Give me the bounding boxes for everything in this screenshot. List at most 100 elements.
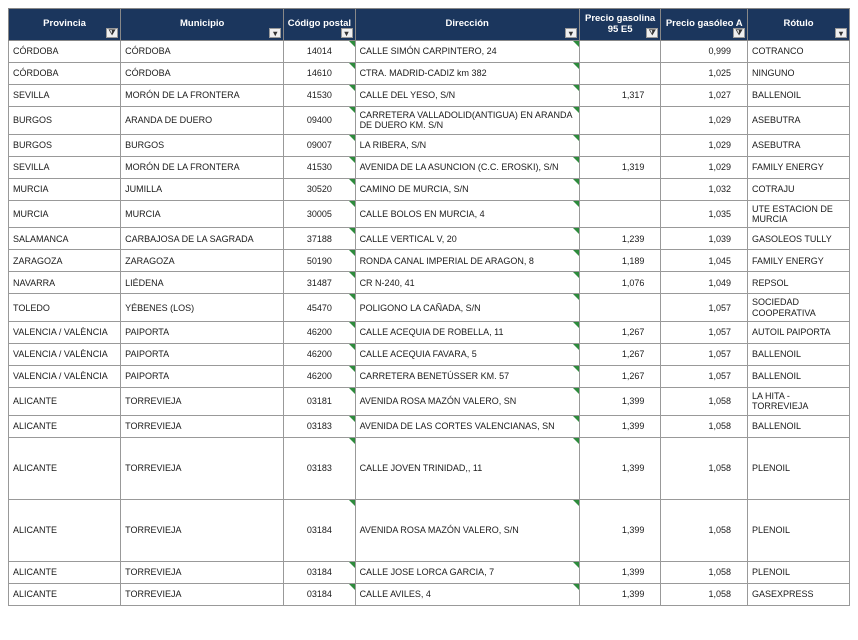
cell-pga: 1,029 — [661, 156, 748, 178]
cell-rotulo: FAMILY ENERGY — [748, 156, 850, 178]
cell-p95: 1,189 — [579, 250, 661, 272]
table-row: VALENCIA / VALÈNCIAPAIPORTA46200CALLE AC… — [9, 344, 850, 366]
cell-municipio: LIÉDENA — [121, 272, 284, 294]
column-header-codigo[interactable]: Código postal▾ — [284, 9, 355, 41]
cell-provincia: ALICANTE — [9, 561, 121, 583]
cell-rotulo: NINGUNO — [748, 63, 850, 85]
cell-p95 — [579, 200, 661, 228]
corner-marker — [573, 63, 579, 69]
cell-pga: 1,058 — [661, 437, 748, 499]
cell-codigo: 30005 — [284, 200, 355, 228]
cell-provincia: BURGOS — [9, 107, 121, 135]
cell-provincia: BURGOS — [9, 134, 121, 156]
cell-rotulo: FAMILY ENERGY — [748, 250, 850, 272]
cell-provincia: NAVARRA — [9, 272, 121, 294]
cell-codigo: 14610 — [284, 63, 355, 85]
cell-direccion: CALLE JOSE LORCA GARCIA, 7 — [355, 561, 579, 583]
cell-pga: 1,057 — [661, 344, 748, 366]
filter-icon[interactable]: ⧩ — [106, 28, 118, 38]
cell-rotulo: ASEBUTRA — [748, 107, 850, 135]
cell-municipio: TORREVIEJA — [121, 499, 284, 561]
column-header-municipio[interactable]: Municipio▾ — [121, 9, 284, 41]
cell-codigo: 03184 — [284, 561, 355, 583]
cell-pga: 1,045 — [661, 250, 748, 272]
column-header-provincia[interactable]: Provincia⧩ — [9, 9, 121, 41]
cell-p95 — [579, 294, 661, 322]
corner-marker — [573, 41, 579, 47]
cell-rotulo: UTE ESTACION DE MURCIA — [748, 200, 850, 228]
cell-municipio: PAIPORTA — [121, 366, 284, 388]
cell-direccion: CARRETERA BENETÚSSER KM. 57 — [355, 366, 579, 388]
corner-marker — [573, 107, 579, 113]
cell-pga: 1,027 — [661, 85, 748, 107]
cell-pga: 0,999 — [661, 41, 748, 63]
table-header: Provincia⧩Municipio▾Código postal▾Direcc… — [9, 9, 850, 41]
cell-codigo: 50190 — [284, 250, 355, 272]
cell-direccion: CALLE ACEQUIA FAVARA, 5 — [355, 344, 579, 366]
column-header-p95[interactable]: Precio gasolina 95 E5⧩ — [579, 9, 661, 41]
corner-marker — [573, 294, 579, 300]
column-header-direccion[interactable]: Dirección▾ — [355, 9, 579, 41]
table-row: SEVILLAMORÓN DE LA FRONTERA41530CALLE DE… — [9, 85, 850, 107]
cell-provincia: CÓRDOBA — [9, 41, 121, 63]
cell-pga: 1,058 — [661, 561, 748, 583]
corner-marker — [349, 135, 355, 141]
dropdown-icon[interactable]: ▾ — [269, 28, 281, 38]
dropdown-icon[interactable]: ▾ — [835, 28, 847, 38]
corner-marker — [349, 388, 355, 394]
cell-direccion: CALLE JOVEN TRINIDAD,, 11 — [355, 437, 579, 499]
table-row: ALICANTETORREVIEJA03184CALLE JOSE LORCA … — [9, 561, 850, 583]
corner-marker — [349, 584, 355, 590]
table-row: MURCIAMURCIA30005CALLE BOLOS EN MURCIA, … — [9, 200, 850, 228]
cell-rotulo: LA HITA - TORREVIEJA — [748, 388, 850, 416]
cell-direccion: CALLE DEL YESO, S/N — [355, 85, 579, 107]
corner-marker — [349, 63, 355, 69]
fuel-prices-table: Provincia⧩Municipio▾Código postal▾Direcc… — [8, 8, 850, 606]
dropdown-icon[interactable]: ▾ — [341, 28, 353, 38]
corner-marker — [573, 179, 579, 185]
corner-marker — [349, 500, 355, 506]
cell-rotulo: BALLENOIL — [748, 85, 850, 107]
cell-codigo: 03181 — [284, 388, 355, 416]
column-header-pga[interactable]: Precio gasóleo A⧩ — [661, 9, 748, 41]
cell-p95: 1,399 — [579, 499, 661, 561]
cell-rotulo: COTRANCO — [748, 41, 850, 63]
corner-marker — [573, 250, 579, 256]
cell-pga: 1,039 — [661, 228, 748, 250]
cell-codigo: 46200 — [284, 322, 355, 344]
cell-municipio: ARANDA DE DUERO — [121, 107, 284, 135]
cell-codigo: 03184 — [284, 583, 355, 605]
cell-provincia: ALICANTE — [9, 499, 121, 561]
cell-pga: 1,058 — [661, 415, 748, 437]
cell-provincia: VALENCIA / VALÈNCIA — [9, 344, 121, 366]
table-row: BURGOSARANDA DE DUERO09400CARRETERA VALL… — [9, 107, 850, 135]
corner-marker — [573, 157, 579, 163]
cell-municipio: TORREVIEJA — [121, 583, 284, 605]
cell-rotulo: PLENOIL — [748, 499, 850, 561]
cell-municipio: JUMILLA — [121, 178, 284, 200]
cell-municipio: ZARAGOZA — [121, 250, 284, 272]
column-label: Municipio — [123, 19, 281, 29]
cell-provincia: SEVILLA — [9, 85, 121, 107]
corner-marker — [349, 438, 355, 444]
cell-direccion: CALLE AVILES, 4 — [355, 583, 579, 605]
dropdown-icon[interactable]: ▾ — [565, 28, 577, 38]
filter-icon[interactable]: ⧩ — [646, 28, 658, 38]
filter-icon[interactable]: ⧩ — [733, 28, 745, 38]
corner-marker — [573, 584, 579, 590]
cell-municipio: CARBAJOSA DE LA SAGRADA — [121, 228, 284, 250]
cell-codigo: 09007 — [284, 134, 355, 156]
table-body: CÓRDOBACÓRDOBA14014CALLE SIMÓN CARPINTER… — [9, 41, 850, 606]
corner-marker — [573, 228, 579, 234]
cell-provincia: ALICANTE — [9, 437, 121, 499]
corner-marker — [349, 562, 355, 568]
cell-rotulo: GASOLEOS TULLY — [748, 228, 850, 250]
corner-marker — [573, 438, 579, 444]
cell-provincia: ALICANTE — [9, 388, 121, 416]
column-header-rotulo[interactable]: Rótulo▾ — [748, 9, 850, 41]
cell-pga: 1,029 — [661, 134, 748, 156]
cell-codigo: 45470 — [284, 294, 355, 322]
cell-provincia: ALICANTE — [9, 583, 121, 605]
corner-marker — [349, 250, 355, 256]
table-row: CÓRDOBACÓRDOBA14014CALLE SIMÓN CARPINTER… — [9, 41, 850, 63]
